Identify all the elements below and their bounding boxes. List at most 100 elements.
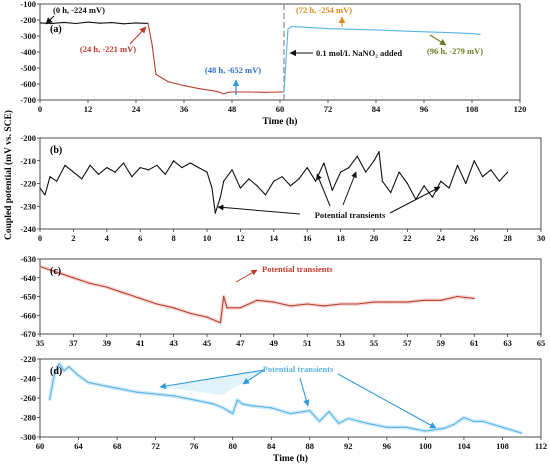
y-tick-label-b: -230 bbox=[20, 201, 36, 211]
x-tick-label-b: 0 bbox=[38, 233, 42, 243]
data-point-d bbox=[347, 417, 349, 420]
data-point-a bbox=[291, 25, 293, 27]
data-point-b bbox=[44, 194, 46, 196]
data-point-c bbox=[223, 295, 225, 298]
x-tick-label-a: 72 bbox=[324, 104, 333, 114]
x-tick-label-b: 10 bbox=[203, 233, 212, 243]
y-tick-label-d: -260 bbox=[20, 393, 36, 403]
y-tick-label-b: -210 bbox=[20, 156, 36, 166]
data-point-d bbox=[289, 413, 292, 415]
series-line-a-red bbox=[147, 23, 284, 95]
data-point-b bbox=[378, 151, 380, 153]
data-point-b bbox=[223, 180, 225, 182]
data-point-b bbox=[189, 162, 191, 164]
data-point-a bbox=[447, 32, 449, 34]
data-point-b bbox=[373, 160, 375, 162]
data-point-a bbox=[223, 93, 225, 95]
data-point-b bbox=[156, 164, 158, 166]
data-point-b bbox=[219, 196, 221, 198]
annotation-arrow bbox=[159, 369, 265, 390]
data-point-b bbox=[348, 166, 350, 169]
data-point-b bbox=[139, 166, 141, 169]
x-tick-label-a: 24 bbox=[132, 104, 141, 114]
panel-c: 35 37 39 41 43 45 47 49 51 53 55 57 59 61 63 65 -670 -660… bbox=[20, 254, 545, 348]
data-point-b bbox=[431, 196, 434, 198]
data-point-c bbox=[356, 303, 358, 305]
data-point-c bbox=[173, 307, 175, 309]
annotation-arrow bbox=[389, 186, 441, 214]
annotation-arrow bbox=[299, 377, 310, 407]
data-point-d bbox=[236, 399, 239, 401]
x-tick-label-b: 14 bbox=[270, 233, 279, 243]
data-point-d bbox=[68, 366, 70, 368]
data-point-b bbox=[264, 194, 267, 196]
annotation-arrow bbox=[45, 15, 55, 25]
data-point-d bbox=[366, 422, 369, 424]
y-axis-title: Coupled potential (mV vs. SCE) bbox=[3, 110, 14, 240]
annotation-label: (0 h, -224 mV) bbox=[53, 5, 105, 15]
data-point-a bbox=[39, 22, 41, 24]
data-point-c bbox=[406, 301, 408, 303]
data-point-a bbox=[75, 22, 77, 25]
data-point-d bbox=[309, 410, 311, 412]
plot-frame-b bbox=[39, 137, 542, 230]
x-tick-label-c: 63 bbox=[503, 338, 512, 348]
x-tick-label-a: 96 bbox=[420, 104, 429, 114]
x-tick-label-d: 80 bbox=[228, 441, 237, 451]
data-point-a bbox=[279, 91, 281, 93]
x-tick-label-b: 12 bbox=[236, 233, 245, 243]
data-point-c bbox=[189, 312, 191, 314]
x-tick-label-c: 61 bbox=[470, 338, 479, 348]
x-tick-label-d: 84 bbox=[267, 441, 276, 451]
x-tick-label-d: 68 bbox=[113, 441, 122, 451]
data-point-d bbox=[386, 426, 388, 428]
data-point-b bbox=[211, 187, 213, 189]
data-point-b bbox=[97, 173, 100, 175]
x-tick-label-c: 51 bbox=[303, 338, 312, 348]
data-point-b bbox=[164, 173, 166, 175]
x-axis-title-d: Time (h) bbox=[273, 453, 308, 464]
data-point-b bbox=[122, 162, 125, 164]
data-point-c bbox=[226, 307, 228, 309]
x-tick-label-b: 16 bbox=[303, 233, 312, 243]
data-point-b bbox=[81, 178, 83, 180]
y-tick-label-b: -240 bbox=[20, 224, 36, 234]
data-point-d bbox=[77, 374, 80, 377]
x-tick-label-b: 4 bbox=[105, 233, 110, 243]
x-tick-label-c: 65 bbox=[537, 338, 546, 348]
data-point-a bbox=[303, 26, 305, 28]
x-tick-label-b: 20 bbox=[370, 233, 379, 243]
data-point-a bbox=[111, 21, 113, 24]
data-point-b bbox=[498, 180, 500, 182]
data-point-b bbox=[448, 187, 450, 189]
data-point-b bbox=[398, 171, 400, 173]
data-point-a bbox=[283, 91, 285, 93]
x-tick-label-c: 45 bbox=[203, 338, 212, 348]
data-point-c bbox=[219, 322, 221, 324]
data-point-a bbox=[351, 28, 353, 30]
data-point-b bbox=[64, 164, 66, 166]
panel-a: 0 12 24 36 48 60 72 84 96 108 120 -700 -600 -500 -400 -… bbox=[20, 0, 526, 127]
x-tick-label-a: 108 bbox=[466, 104, 479, 114]
x-tick-label-b: 6 bbox=[138, 233, 142, 243]
data-point-c bbox=[256, 299, 258, 301]
x-tick-label-d: 100 bbox=[419, 441, 432, 451]
data-point-c bbox=[139, 297, 141, 299]
y-tick-label-a: -100 bbox=[20, 0, 36, 9]
y-tick-label-c: -650 bbox=[20, 292, 36, 302]
x-tick-label-d: 88 bbox=[306, 441, 315, 451]
data-point-b bbox=[323, 162, 325, 164]
data-point-b bbox=[507, 171, 509, 173]
data-point-b bbox=[331, 189, 333, 191]
data-point-d bbox=[63, 370, 65, 372]
data-point-b bbox=[173, 160, 175, 162]
data-point-d bbox=[232, 413, 234, 415]
data-point-a bbox=[147, 22, 149, 24]
data-point-b bbox=[465, 182, 467, 185]
data-point-a bbox=[155, 73, 157, 75]
x-tick-label-b: 28 bbox=[503, 233, 512, 243]
x-tick-label-c: 39 bbox=[103, 338, 112, 348]
data-point-b bbox=[239, 187, 241, 189]
data-point-a bbox=[215, 90, 217, 92]
